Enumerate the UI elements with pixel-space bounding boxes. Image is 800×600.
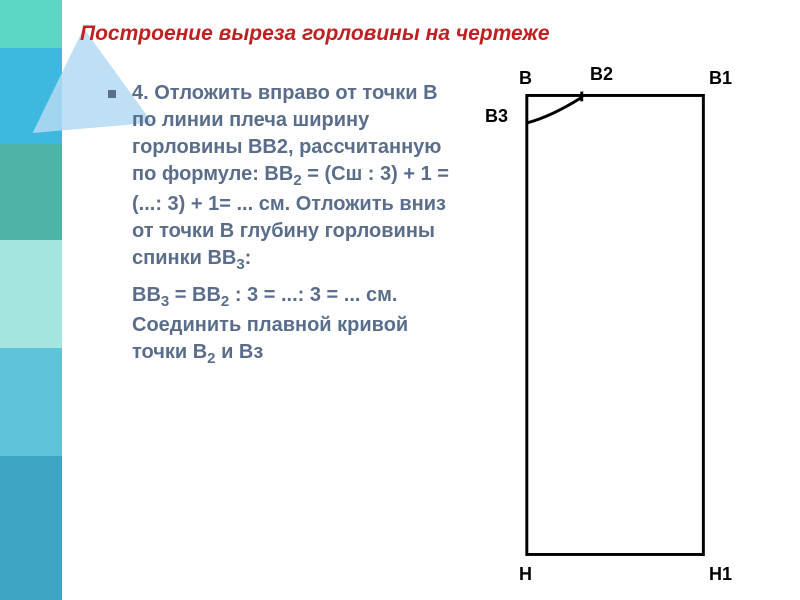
p2-d: и Вз [216,341,264,363]
pattern-rect [527,95,704,554]
step-4-text: 4. Отложить вправо от точки В по линии п… [132,80,458,276]
label-N1: Н1 [709,564,732,585]
p1-sub1: 2 [293,172,301,189]
p1-c: : [245,247,252,269]
neck-curve [527,97,582,123]
p2-sub2: 2 [221,293,229,310]
label-N: Н [519,564,532,585]
neckline-diagram: В В2 В1 В3 Н Н1 [475,68,765,578]
slide-title: Построение выреза горловины на чертеже [80,22,550,46]
p2-b: = ВВ [169,284,221,306]
content-block: 4. Отложить вправо от точки В по линии п… [108,80,458,369]
step-4-text-2: ВВ3 = ВВ2 : 3 = ...: 3 = ... см. Соедини… [132,282,458,370]
label-B: В [519,68,532,89]
p2-sub3: 2 [207,350,215,367]
label-B1: В1 [709,68,732,89]
p2-sub1: 3 [161,293,169,310]
p1-sub2: 3 [236,256,244,273]
bullet-icon [108,90,116,98]
label-B2: В2 [590,64,613,85]
p2-a: ВВ [132,284,161,306]
label-B3: В3 [485,106,508,127]
